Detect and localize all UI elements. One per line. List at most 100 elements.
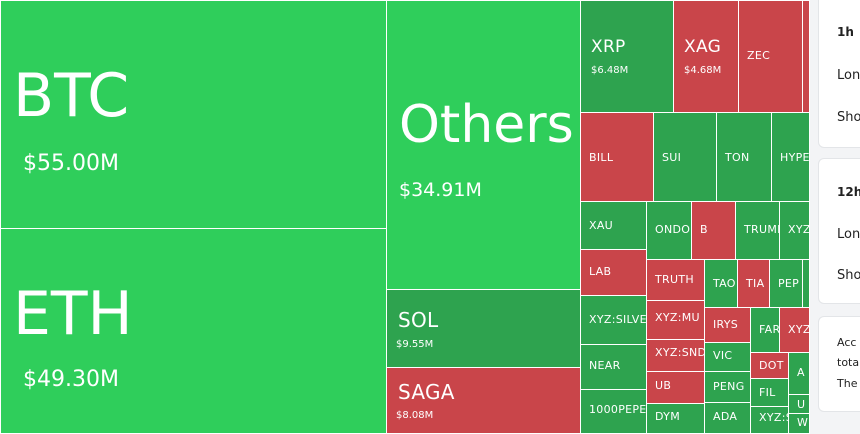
tile-symbol: TIA [746, 277, 765, 290]
tile-far[interactable]: FAR [750, 307, 780, 353]
tile-symbol: ZEC [747, 49, 771, 62]
card-1h: 1h Lon Sho [818, 0, 860, 148]
tile-symbol: Others [399, 95, 574, 155]
tile-symbol: SAGA [398, 380, 455, 404]
long-label: Lon [837, 68, 860, 83]
tile-value: $34.91M [399, 179, 482, 201]
tile-dym[interactable]: DYM [646, 403, 705, 434]
tile-symbol: W [797, 416, 809, 429]
tile-lab[interactable]: LAB [580, 249, 647, 296]
tile-symbol: XRP [591, 37, 626, 57]
tile-xyz[interactable]: XYZ [779, 201, 810, 260]
tile-ub[interactable]: UB [646, 371, 705, 404]
tile-symbol: U [797, 398, 806, 411]
liquidation-heatmap: BTC $55.00M ETH $49.30M Others $34.91M S… [0, 0, 810, 434]
tile-value: $6.48M [591, 65, 629, 76]
tile-b[interactable]: B [691, 201, 736, 260]
tile-sol[interactable]: SOL $9.55M [386, 289, 581, 368]
tile-symbol: LAB [589, 265, 612, 278]
tile-xag[interactable]: XAG $4.68M [673, 0, 739, 113]
note-line: Acc [837, 336, 857, 349]
tile-symbol: IRYS [713, 318, 739, 331]
card-title: 1h [837, 25, 854, 39]
tile-xyz-s[interactable]: XYZ:S [750, 406, 789, 434]
tile-symbol: XYZ:SILVER [589, 313, 647, 326]
short-label: Sho [837, 268, 860, 283]
note-line: The [837, 377, 858, 390]
tile-dot[interactable]: DOT [750, 352, 789, 379]
tile-saga[interactable]: SAGA $8.08M [386, 367, 581, 434]
tile-fil[interactable]: FIL [750, 378, 789, 407]
short-label: Sho [837, 110, 860, 125]
tile-unlabeled[interactable] [802, 259, 810, 308]
tile-symbol: HYPE [780, 151, 810, 164]
tile-unlabeled[interactable] [802, 0, 810, 113]
tile-trump[interactable]: TRUMP [735, 201, 780, 260]
tile-symbol: B [700, 223, 708, 236]
info-note-card: Acc tota The [818, 316, 860, 412]
tile-w[interactable]: W [788, 413, 810, 434]
tile-btc[interactable]: BTC $55.00M [0, 0, 387, 229]
tile-ada[interactable]: ADA [704, 402, 751, 434]
tile-symbol: XYZ [788, 223, 810, 236]
tile-symbol: SUI [662, 151, 682, 164]
tile-peng[interactable]: PENG [704, 371, 751, 403]
tile-symbol: XYZ:SND [655, 346, 705, 359]
tile-symbol: DYM [655, 410, 680, 423]
tile-symbol: BILL [589, 151, 614, 164]
tile-symbol: PEP [778, 277, 800, 290]
tile-symbol: A [797, 366, 805, 379]
tile-xyz-silver[interactable]: XYZ:SILVER [580, 295, 647, 345]
tile-symbol: TRUMP [744, 223, 779, 236]
tile-symbol: VIC [713, 349, 733, 362]
tile-a[interactable]: A [788, 352, 810, 395]
tile-zec[interactable]: ZEC [738, 0, 803, 113]
tile-tao[interactable]: TAO [704, 259, 738, 308]
tile-irys[interactable]: IRYS [704, 307, 751, 343]
tile-symbol: FAR [759, 323, 780, 336]
tile-symbol: XAU [589, 219, 614, 232]
tile-symbol: UB [655, 379, 672, 392]
tile-truth[interactable]: TRUTH [646, 259, 705, 301]
tile-symbol: PENG [713, 380, 745, 393]
tile-symbol: XYZ:S [759, 411, 788, 424]
tile-symbol: DOT [759, 359, 784, 372]
tile-value: $4.68M [684, 65, 722, 76]
tile-tia[interactable]: TIA [737, 259, 770, 308]
long-label: Lon [837, 227, 860, 242]
tile-symbol: SOL [398, 308, 439, 332]
tile-value: $8.08M [396, 410, 434, 421]
note-line: tota [837, 356, 860, 369]
tile-symbol: TON [725, 151, 750, 164]
tile-1000pepe[interactable]: 1000PEPE [580, 389, 647, 434]
tile-value: $55.00M [23, 151, 119, 176]
tile-vic[interactable]: VIC [704, 342, 751, 372]
tile-xyz-mu[interactable]: XYZ:MU [646, 300, 705, 340]
tile-symbol: NEAR [589, 359, 621, 372]
tile-bill[interactable]: BILL [580, 112, 654, 202]
tile-near[interactable]: NEAR [580, 344, 647, 390]
tile-value: $49.30M [23, 367, 119, 392]
tile-sui[interactable]: SUI [653, 112, 717, 202]
tile-symbol: TRUTH [655, 273, 694, 286]
tile-pep[interactable]: PEP [769, 259, 803, 308]
tile-symbol: FIL [759, 386, 776, 399]
tile-symbol: ONDO [655, 223, 691, 236]
tile-symbol: XAG [684, 37, 722, 57]
tile-symbol: ETH [13, 279, 133, 349]
tile-symbol: 1000PEPE [589, 403, 647, 416]
tile-hype[interactable]: HYPE [771, 112, 810, 202]
tile-others[interactable]: Others $34.91M [386, 0, 581, 290]
tile-ton[interactable]: TON [716, 112, 772, 202]
tile-xyz-snd[interactable]: XYZ:SND [646, 339, 705, 372]
tile-value: $9.55M [396, 339, 434, 350]
tile-xau[interactable]: XAU [580, 201, 647, 250]
tile-symbol: BTC [13, 61, 130, 131]
tile-u[interactable]: U [788, 394, 810, 414]
tile-ondo[interactable]: ONDO [646, 201, 692, 260]
tile-symbol: XYZ:MU [655, 311, 700, 324]
card-12h: 12h Lon Sho [818, 158, 860, 304]
tile-xrp[interactable]: XRP $6.48M [580, 0, 674, 113]
tile-xyz-2[interactable]: XYZ [779, 307, 810, 353]
tile-eth[interactable]: ETH $49.30M [0, 228, 387, 434]
